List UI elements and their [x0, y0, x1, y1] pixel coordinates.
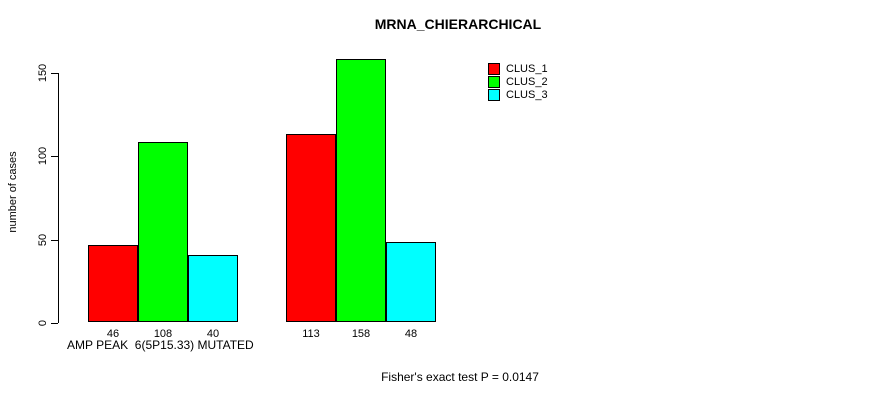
y-tick-mark [51, 239, 58, 241]
y-tick-label: 150 [37, 63, 49, 83]
y-tick-mark [51, 323, 58, 324]
legend-label: CLUS_1 [506, 62, 548, 75]
legend-item-clus_3: CLUS_3 [488, 88, 548, 101]
y-tick-label: 100 [37, 147, 49, 166]
y-tick-mark [51, 156, 58, 158]
legend-swatch-icon [488, 62, 500, 75]
bar-value-label: 46 [106, 328, 120, 340]
legend-label: CLUS_2 [506, 75, 548, 88]
bar-clus_3-group-1 [188, 255, 238, 322]
bar-clus_3-group-2 [386, 242, 436, 322]
legend: CLUS_1 CLUS_2 CLUS_3 [488, 62, 548, 101]
legend-item-clus_2: CLUS_2 [488, 75, 548, 88]
bar-value-label: 40 [206, 328, 220, 340]
bar-clus_1-group-2 [286, 134, 336, 322]
bar-value-label: 113 [302, 328, 320, 340]
bar-value-label: 48 [404, 328, 418, 340]
y-tick-label: 0 [37, 319, 49, 327]
bar-clus_2-group-2 [336, 59, 386, 322]
fisher-test-annotation: Fisher's exact test P = 0.0147 [381, 370, 539, 384]
chart-title: MRNA_CHIERARCHICAL [374, 16, 542, 32]
bar-clus_2-group-1 [138, 142, 188, 322]
bar-value-label: 158 [351, 328, 371, 340]
legend-label: CLUS_3 [506, 88, 548, 101]
legend-swatch-icon [488, 75, 500, 88]
bar-clus_1-group-1 [88, 245, 138, 322]
y-tick-mark [51, 73, 58, 74]
y-tick-label: 50 [37, 233, 49, 246]
y-axis-line [58, 73, 59, 323]
y-axis-label: number of cases [7, 151, 19, 233]
legend-item-clus_1: CLUS_1 [488, 62, 548, 75]
x-axis-label: AMP PEAK 6(5P15.33) MUTATED [67, 338, 254, 352]
bar-value-label: 108 [153, 328, 173, 340]
legend-swatch-icon [488, 88, 500, 101]
